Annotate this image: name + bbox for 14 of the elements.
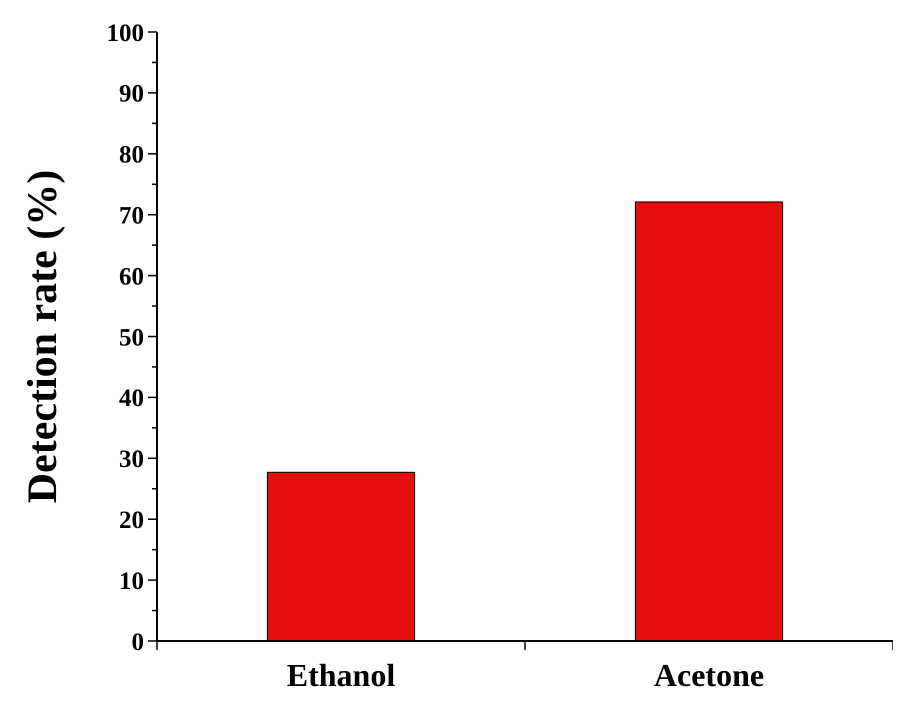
y-tick-label: 40	[119, 385, 144, 412]
y-tick-label: 30	[119, 446, 144, 474]
y-axis-title: Detection rate (%)	[20, 170, 66, 504]
y-tick-label: 70	[119, 202, 144, 230]
y-tick-label: 80	[119, 142, 144, 169]
y-tick-label: 20	[119, 506, 144, 534]
y-tick-label: 90	[119, 80, 144, 108]
y-tick-label: 60	[119, 263, 144, 290]
y-tick-label: 0	[132, 628, 144, 656]
x-tick-label: Acetone	[654, 657, 764, 693]
y-tick-label: 50	[119, 324, 144, 352]
x-tick-label: Ethanol	[286, 657, 396, 693]
y-tick-label: 100	[106, 20, 144, 47]
y-tick-label: 10	[119, 568, 144, 595]
